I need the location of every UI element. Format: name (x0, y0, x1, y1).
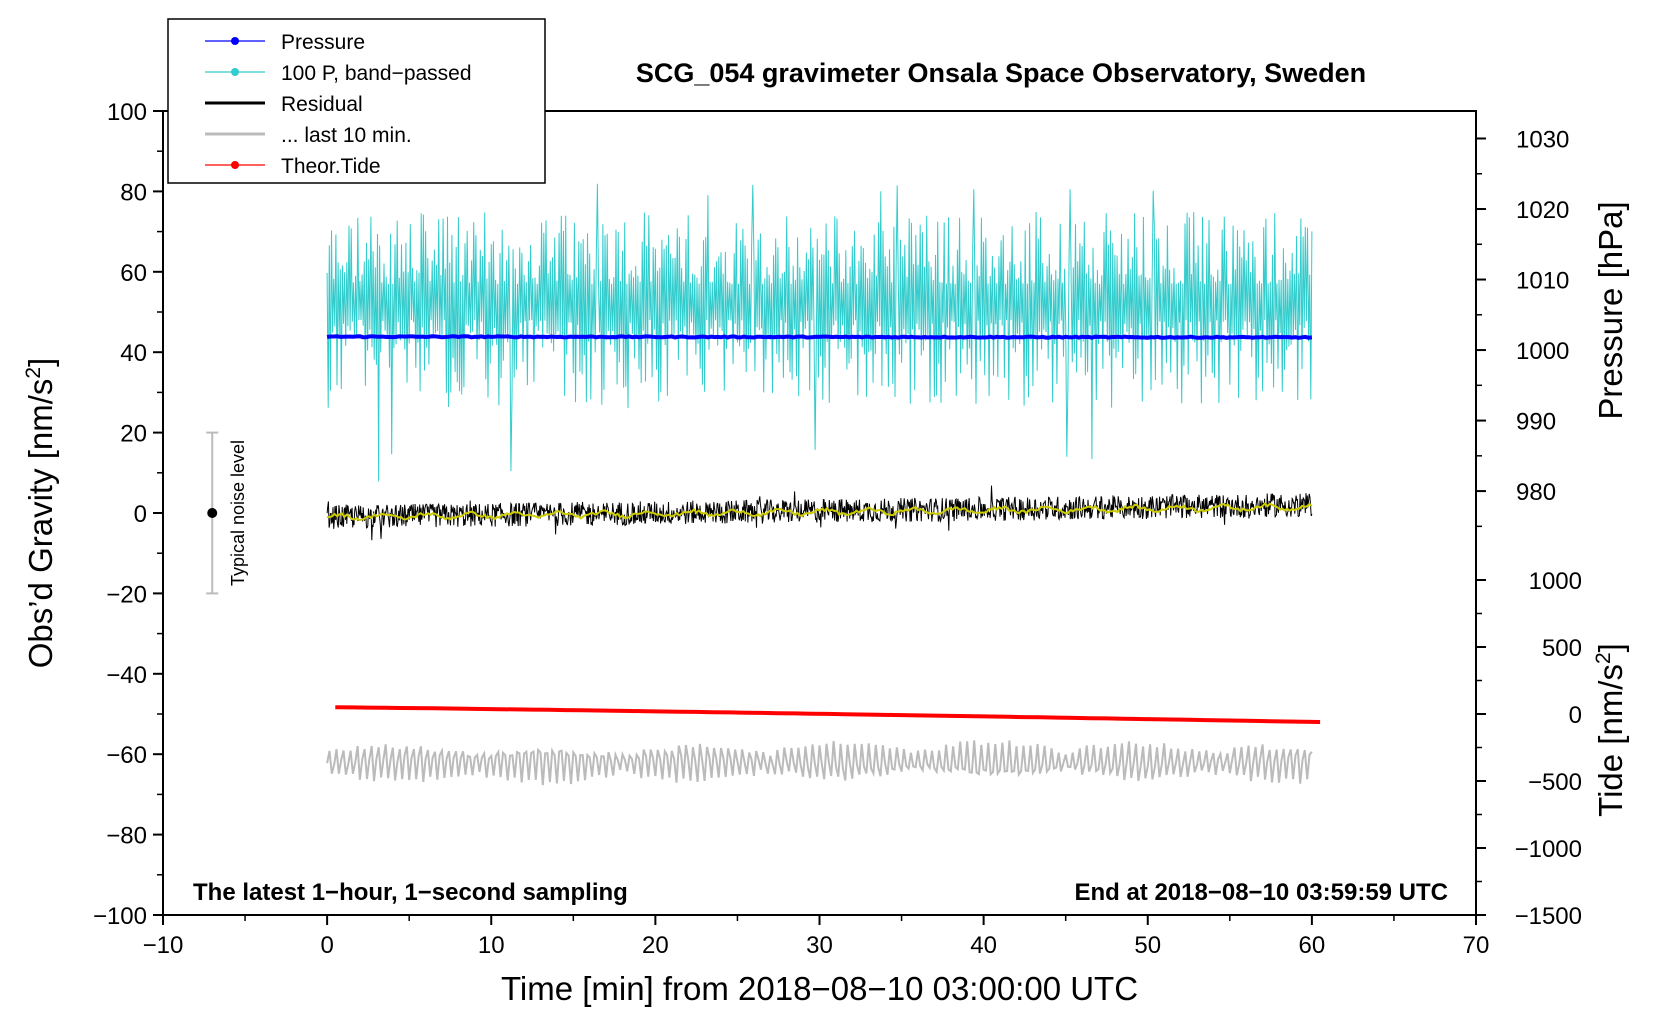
y-tick-label: 40 (120, 340, 147, 367)
y-tick-label: −100 (93, 903, 147, 930)
tide-tick-label: 500 (1542, 635, 1582, 662)
y-tick-label: −60 (106, 742, 147, 769)
pressure-tick-label: 980 (1516, 479, 1556, 506)
y-tick-label: 60 (120, 260, 147, 287)
legend-box (167, 18, 546, 184)
legend-label: Theor.Tide (281, 155, 381, 178)
y-tick-label: 20 (120, 421, 147, 448)
tide-tick-label: −1000 (1515, 836, 1582, 863)
tide-tick-label: 1000 (1529, 568, 1582, 595)
y-axis-title-end: ] (22, 358, 59, 367)
residual-line (326, 485, 1313, 541)
pressure-tick-label: 990 (1516, 409, 1556, 436)
annotation-sampling: The latest 1−hour, 1−second sampling (193, 879, 628, 906)
x-tick-label: 50 (1134, 932, 1161, 959)
axes-layer: −10 0 10 20 30 40 50 60 70−100−80−60−40−20020406… (93, 99, 1582, 959)
tide-axis-title-end: ] (1592, 643, 1629, 652)
tide-tick-label: −1500 (1515, 903, 1582, 930)
y-tick-label: −40 (106, 662, 147, 689)
noise-indicator: Typical noise level (206, 431, 248, 595)
pressure-tick-label: 1010 (1516, 268, 1569, 295)
noise-indicator-label: Typical noise level (228, 440, 248, 586)
y-axis-title-sup: 2 (22, 367, 45, 379)
legend-marker (231, 37, 239, 45)
legend-marker (231, 68, 239, 76)
x-tick-label: −10 (143, 932, 184, 959)
chart-title: SCG_054 gravimeter Onsala Space Observat… (636, 58, 1366, 88)
y-tick-label: 80 (120, 179, 147, 206)
x-tick-label: 20 (642, 932, 669, 959)
tide-axis-title-main: Tide [nm/s (1592, 664, 1629, 817)
residual-smoothed-line (327, 502, 1313, 522)
x-tick-label: 40 (970, 932, 997, 959)
pressure-axis-title: Pressure [hPa] (1592, 201, 1629, 419)
tide-axis-title: Tide [nm/s2] (1592, 643, 1629, 817)
pressure-tick-label: 1030 (1516, 127, 1569, 154)
legend-label: Residual (281, 93, 363, 116)
tide-axis-title-sup: 2 (1592, 652, 1615, 664)
y-tick-label: −80 (106, 823, 147, 850)
pressure-line (326, 334, 1313, 340)
legend-label: Pressure (281, 31, 365, 54)
tide-tick-label: 0 (1569, 702, 1582, 729)
legend-marker (231, 161, 239, 169)
x-tick-label: 60 (1299, 932, 1326, 959)
x-axis-title: Time [min] from 2018−08−10 03:00:00 UTC (501, 970, 1138, 1007)
bandpassed-pressure-line (326, 183, 1313, 482)
noise-center-dot (207, 508, 218, 518)
y-tick-label: 100 (107, 99, 147, 126)
y-axis-title: Obs’d Gravity [nm/s2] (22, 358, 59, 669)
x-tick-label: 30 (806, 932, 833, 959)
last-10-min-line (326, 740, 1313, 786)
legend-label: 100 P, band−passed (281, 62, 472, 85)
y-tick-label: −20 (106, 581, 147, 608)
x-tick-label: 0 (320, 932, 333, 959)
series-layer (326, 183, 1321, 786)
pressure-tick-label: 1020 (1516, 197, 1569, 224)
annotation-end-time: End at 2018−08−10 03:59:59 UTC (1074, 879, 1448, 906)
theoretical-tide-line (335, 705, 1321, 724)
tide-tick-label: −500 (1528, 769, 1582, 796)
x-tick-label: 70 (1463, 932, 1490, 959)
pressure-tick-label: 1000 (1516, 338, 1569, 365)
legend-label: ... last 10 min. (281, 124, 412, 147)
x-tick-label: 10 (478, 932, 505, 959)
y-axis-title-main: Obs’d Gravity [nm/s (22, 379, 59, 669)
legend: Pressure 100 P, band−passed Residual ... la… (167, 18, 546, 184)
y-tick-label: 0 (134, 501, 147, 528)
